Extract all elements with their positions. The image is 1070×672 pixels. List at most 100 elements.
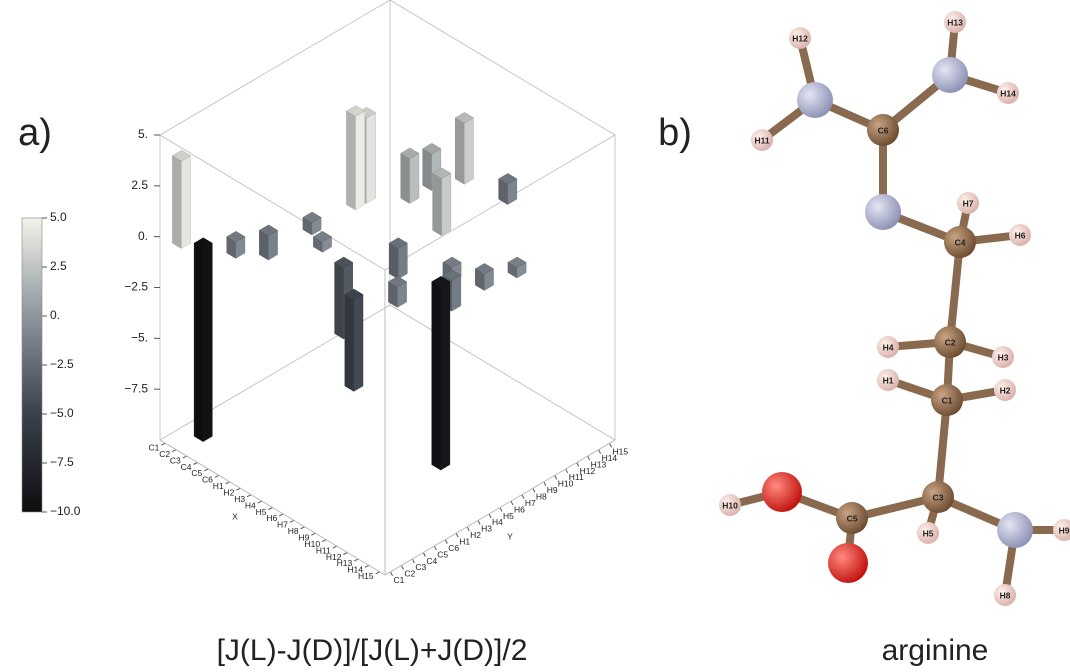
colorbar xyxy=(22,218,42,512)
bar-face xyxy=(455,118,464,184)
y-tick xyxy=(599,450,601,454)
molecule-name: arginine xyxy=(882,634,989,667)
x-tick-label: C5 xyxy=(191,468,202,478)
atom-label: H9 xyxy=(1059,525,1070,535)
x-tick xyxy=(333,546,337,548)
x-axis-label: X xyxy=(232,511,238,521)
box-edge xyxy=(390,305,615,440)
box-edge xyxy=(385,135,615,270)
bar-face xyxy=(401,153,410,203)
box-edge xyxy=(385,440,615,575)
y-tick xyxy=(412,559,414,563)
caption: [J(L)-J(D)]/[J(L)+J(D)]/2 xyxy=(217,634,528,667)
y-tick xyxy=(445,540,447,544)
z-tick-label: 0. xyxy=(138,229,148,243)
atom xyxy=(762,472,802,512)
bar-face xyxy=(366,113,375,204)
atom-label: H10 xyxy=(722,500,738,510)
z-tick-label: −7.5 xyxy=(124,381,148,395)
y-tick-label: H9 xyxy=(547,485,558,495)
bar xyxy=(475,263,493,290)
atom-label: H6 xyxy=(1015,230,1026,240)
x-tick xyxy=(204,469,208,471)
bar xyxy=(259,225,277,260)
x-tick xyxy=(354,559,358,561)
atom xyxy=(932,57,968,93)
atom-label: C4 xyxy=(955,237,966,247)
atom-label: C2 xyxy=(945,337,956,347)
atom-label: H4 xyxy=(883,342,894,352)
y-tick-label: C6 xyxy=(448,543,459,553)
y-tick-label: C4 xyxy=(426,556,437,566)
bar-face xyxy=(172,156,181,249)
y-tick-label: H4 xyxy=(492,517,503,527)
bar-face xyxy=(410,153,419,203)
bar-face xyxy=(346,111,355,210)
y-tick xyxy=(511,501,513,505)
x-tick-label: H1 xyxy=(213,481,224,491)
y-tick xyxy=(434,546,436,550)
x-tick xyxy=(376,572,380,574)
x-tick-label: H4 xyxy=(245,500,256,510)
box-edge xyxy=(390,0,615,135)
z-tick-label: −2.5 xyxy=(124,280,148,294)
bar xyxy=(313,231,331,252)
atom xyxy=(997,512,1033,548)
y-tick xyxy=(544,482,546,486)
y-tick-label: C2 xyxy=(404,569,415,579)
y-tick-label: H2 xyxy=(470,530,481,540)
x-tick-label: H7 xyxy=(277,520,288,530)
x-tick-label: C6 xyxy=(202,475,213,485)
bar-face xyxy=(433,173,442,235)
y-tick xyxy=(500,508,502,512)
atom xyxy=(797,82,833,118)
bar-face xyxy=(398,243,407,279)
x-tick-label: H2 xyxy=(223,487,234,497)
z-tick-label: 2.5 xyxy=(131,178,148,192)
bar xyxy=(455,112,473,184)
y-tick-label: H1 xyxy=(459,536,470,546)
atom-label: H8 xyxy=(1000,590,1011,600)
y-tick-label: H15 xyxy=(613,446,629,456)
z-tick-label: −5. xyxy=(131,331,148,345)
y-tick xyxy=(401,565,403,569)
colorbar-tick-label: −2.5 xyxy=(50,357,74,371)
y-tick xyxy=(489,514,491,518)
x-tick-label: H6 xyxy=(266,513,277,523)
y-tick-label: H6 xyxy=(514,504,525,514)
atom-label: H14 xyxy=(1000,88,1016,98)
figure: a) b) [J(L)-J(D)]/[J(L)+J(D)]/2 arginine… xyxy=(0,0,1070,672)
bar-face xyxy=(389,243,398,279)
bar-face xyxy=(203,243,212,442)
bar-face xyxy=(181,156,190,249)
bar xyxy=(345,289,363,391)
atom xyxy=(865,194,901,230)
bar xyxy=(432,276,450,470)
y-tick-label: H5 xyxy=(503,511,514,521)
atom-label: H5 xyxy=(923,528,934,538)
x-tick-label: C4 xyxy=(181,462,192,472)
z-tick-label: 5. xyxy=(138,127,148,141)
y-tick xyxy=(423,553,425,557)
bar xyxy=(303,212,321,235)
y-tick-label: H7 xyxy=(525,498,536,508)
bar-face xyxy=(355,111,364,210)
x-tick xyxy=(161,443,165,445)
y-axis-label: Y xyxy=(507,531,513,541)
x-tick xyxy=(194,463,198,465)
bar xyxy=(346,106,364,210)
bar-face xyxy=(441,282,450,470)
bar xyxy=(499,173,517,204)
x-tick xyxy=(290,520,294,522)
x-tick xyxy=(215,475,219,477)
y-tick-label: H3 xyxy=(481,524,492,534)
x-tick xyxy=(301,527,305,529)
x-tick xyxy=(258,501,262,503)
bar xyxy=(172,150,190,248)
atom-label: H3 xyxy=(998,352,1009,362)
bar-face xyxy=(452,275,461,311)
x-tick-label: H3 xyxy=(234,494,245,504)
x-tick-label: H8 xyxy=(288,526,299,536)
y-tick-label: C1 xyxy=(393,575,404,585)
